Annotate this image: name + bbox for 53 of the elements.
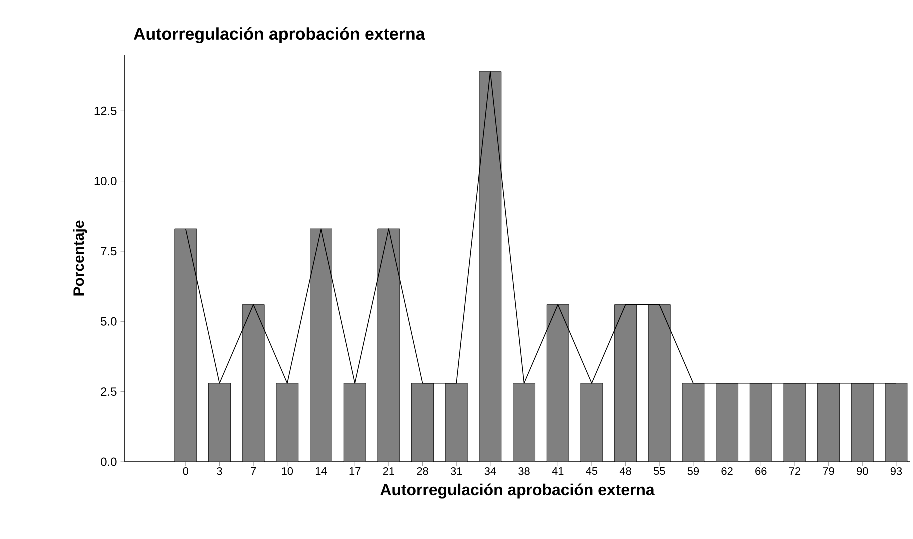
x-tick-label: 38 (518, 467, 530, 476)
x-tick-label: 21 (383, 467, 394, 476)
x-tick-label: 93 (890, 467, 902, 476)
bar (784, 383, 806, 462)
x-tick-label: 59 (688, 467, 700, 476)
bar (344, 383, 366, 462)
bar (513, 383, 536, 462)
bar (310, 228, 332, 462)
bar (445, 383, 468, 462)
chart-title: Autorregulación aprobación externa (134, 27, 426, 44)
bar (174, 228, 198, 462)
x-tick-label: 41 (552, 467, 564, 475)
y-tick-label: 2.5 (101, 388, 117, 396)
bar (378, 228, 400, 462)
x-tick-label: 34 (484, 467, 496, 476)
bar (818, 383, 840, 462)
bar (276, 383, 299, 462)
bar (412, 383, 434, 462)
bar (750, 383, 772, 462)
bar (479, 72, 502, 462)
bar (208, 383, 231, 462)
y-tick-label: 7.5 (101, 247, 117, 256)
bar (682, 383, 705, 462)
x-tick-label: 17 (350, 467, 361, 475)
bar (648, 304, 671, 462)
x-tick-label: 31 (450, 467, 462, 476)
bar (242, 304, 265, 462)
bar (546, 304, 570, 462)
x-axis-title: Autorregulación aprobación externa (380, 484, 655, 499)
x-tick-label: 90 (857, 467, 868, 476)
y-tick-label: 12.5 (94, 106, 117, 116)
x-tick-label: 45 (586, 467, 598, 476)
x-tick-label: 79 (823, 467, 834, 476)
x-tick-label: 66 (756, 467, 767, 476)
bar (580, 383, 604, 462)
x-tick-label: 0 (183, 467, 189, 476)
bar (716, 383, 738, 462)
y-tick-label: 5.0 (101, 317, 117, 326)
x-tick-label: 3 (217, 467, 222, 476)
x-tick-label: 10 (282, 467, 294, 476)
x-tick-label: 48 (620, 467, 632, 476)
x-tick-label: 62 (722, 467, 733, 476)
x-tick-label: 7 (251, 467, 256, 475)
bar (885, 383, 908, 462)
y-axis-title: Porcentaje (73, 220, 88, 296)
x-tick-label: 55 (654, 467, 666, 476)
x-tick-label: 28 (417, 467, 428, 476)
bar (614, 304, 637, 462)
y-tick-label: 10.0 (94, 177, 117, 186)
x-tick-label: 14 (316, 467, 328, 475)
bar (851, 383, 874, 462)
x-tick-label: 72 (789, 467, 801, 476)
y-tick-label: 0.0 (101, 458, 117, 466)
